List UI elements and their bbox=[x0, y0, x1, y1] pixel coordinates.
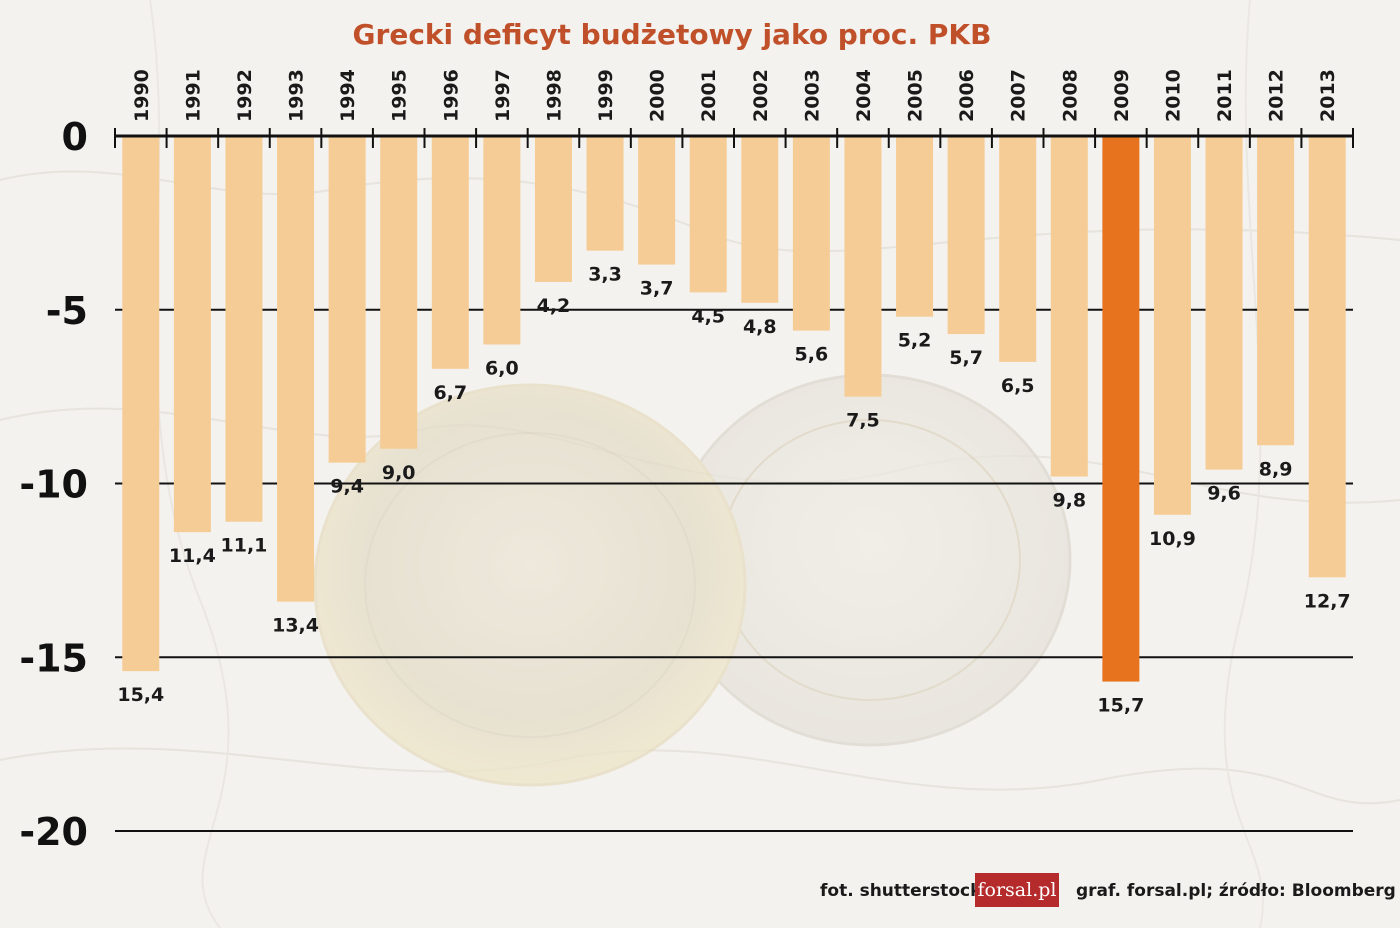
data-labels: 15,4 11,4 11,1 13,4 9,4 9,0 6,7 6,0 4,2 3,3 3,7 4,5… bbox=[117, 264, 1350, 717]
year-label-2008: 2008 bbox=[1059, 69, 1081, 122]
bar-2007 bbox=[999, 136, 1037, 362]
bar-2005 bbox=[896, 136, 934, 317]
bar-2009 bbox=[1102, 136, 1140, 682]
year-label-2011: 2011 bbox=[1214, 69, 1236, 122]
bar-2012 bbox=[1257, 136, 1295, 446]
year-label-1996: 1996 bbox=[440, 69, 462, 122]
y-tick-label: 0 bbox=[62, 115, 88, 159]
year-label-2007: 2007 bbox=[1008, 69, 1030, 122]
bar-1996 bbox=[431, 136, 469, 369]
year-label-1992: 1992 bbox=[234, 69, 256, 122]
bar-1995 bbox=[380, 136, 418, 449]
year-label-2001: 2001 bbox=[698, 69, 720, 122]
data-label-2006: 5,7 bbox=[949, 347, 983, 369]
data-label-2008: 9,8 bbox=[1052, 490, 1086, 512]
year-label-2003: 2003 bbox=[801, 69, 823, 122]
bars bbox=[122, 136, 1346, 682]
data-label-1995: 9,0 bbox=[382, 462, 416, 484]
bar-2001 bbox=[689, 136, 727, 293]
year-label-2004: 2004 bbox=[853, 69, 875, 122]
data-label-1999: 3,3 bbox=[588, 264, 622, 286]
data-label-2011: 9,6 bbox=[1207, 483, 1241, 505]
y-tick-label: -5 bbox=[46, 289, 88, 333]
data-label-2009: 15,7 bbox=[1097, 695, 1144, 717]
bar-1994 bbox=[328, 136, 366, 463]
year-label-1990: 1990 bbox=[131, 69, 153, 122]
year-label-2009: 2009 bbox=[1111, 69, 1133, 122]
data-label-1994: 9,4 bbox=[330, 476, 364, 498]
year-label-2013: 2013 bbox=[1317, 69, 1339, 122]
year-label-1991: 1991 bbox=[182, 69, 204, 122]
year-label-1998: 1998 bbox=[543, 69, 565, 122]
year-label-1999: 1999 bbox=[595, 69, 617, 122]
data-label-1992: 11,1 bbox=[221, 535, 268, 557]
bar-1999 bbox=[586, 136, 624, 251]
data-label-1997: 6,0 bbox=[485, 358, 519, 380]
data-label-2005: 5,2 bbox=[898, 330, 932, 352]
y-tick-label: -15 bbox=[19, 636, 88, 680]
bar-1990 bbox=[122, 136, 160, 672]
bar-2003 bbox=[792, 136, 830, 331]
year-label-2005: 2005 bbox=[905, 69, 927, 122]
bar-2013 bbox=[1308, 136, 1346, 578]
gridlines bbox=[115, 308, 1353, 832]
bar-1991 bbox=[173, 136, 211, 533]
data-label-2000: 3,7 bbox=[640, 278, 674, 300]
data-label-2001: 4,5 bbox=[691, 305, 725, 327]
data-label-2002: 4,8 bbox=[743, 316, 777, 338]
axis-line bbox=[114, 128, 1354, 148]
year-label-2012: 2012 bbox=[1266, 69, 1288, 122]
bar-2004 bbox=[844, 136, 882, 397]
year-label-1993: 1993 bbox=[286, 69, 308, 122]
bar-2000 bbox=[638, 136, 676, 265]
data-label-1991: 11,4 bbox=[169, 545, 216, 567]
forsal-logo[interactable]: forsal.pl bbox=[975, 873, 1059, 907]
year-label-1994: 1994 bbox=[337, 69, 359, 122]
year-label-2000: 2000 bbox=[647, 69, 669, 122]
bar-2006 bbox=[947, 136, 985, 335]
bar-1997 bbox=[483, 136, 521, 345]
data-label-1996: 6,7 bbox=[433, 382, 467, 404]
data-label-2003: 5,6 bbox=[795, 344, 829, 366]
bar-1992 bbox=[225, 136, 263, 522]
photo-credit: fot. shutterstock bbox=[820, 881, 982, 901]
data-label-2007: 6,5 bbox=[1001, 375, 1035, 397]
bar-2011 bbox=[1205, 136, 1243, 470]
bar-1998 bbox=[534, 136, 572, 282]
year-label-2006: 2006 bbox=[956, 69, 978, 122]
y-tick-label: -10 bbox=[19, 463, 88, 507]
year-label-2002: 2002 bbox=[750, 69, 772, 122]
year-label-1995: 1995 bbox=[389, 69, 411, 122]
data-label-2010: 10,9 bbox=[1149, 528, 1196, 550]
data-label-2004: 7,5 bbox=[846, 410, 880, 432]
year-label-2010: 2010 bbox=[1162, 69, 1184, 122]
y-axis-ticks: 0 -5 -10 -15 -20 bbox=[19, 115, 88, 854]
euro-coin-image bbox=[313, 373, 1072, 787]
y-tick-label: -20 bbox=[19, 810, 88, 854]
source-credit: graf. forsal.pl; źródło: Bloomberg bbox=[1076, 881, 1396, 901]
data-label-2012: 8,9 bbox=[1259, 458, 1293, 480]
data-label-1990: 15,4 bbox=[117, 684, 164, 706]
year-label-1997: 1997 bbox=[492, 69, 514, 122]
bar-2010 bbox=[1153, 136, 1191, 515]
data-label-2013: 12,7 bbox=[1304, 590, 1351, 612]
bar-2002 bbox=[741, 136, 779, 303]
data-label-1993: 13,4 bbox=[272, 615, 319, 637]
bar-1993 bbox=[277, 136, 315, 602]
x-axis-year-labels: 1990 1991 1992 1993 1994 1995 1996 1997 1998 1999… bbox=[131, 69, 1339, 122]
data-label-1998: 4,2 bbox=[537, 295, 571, 317]
chart-title: Grecki deficyt budżetowy jako proc. PKB bbox=[353, 18, 992, 51]
bar-2008 bbox=[1050, 136, 1088, 477]
